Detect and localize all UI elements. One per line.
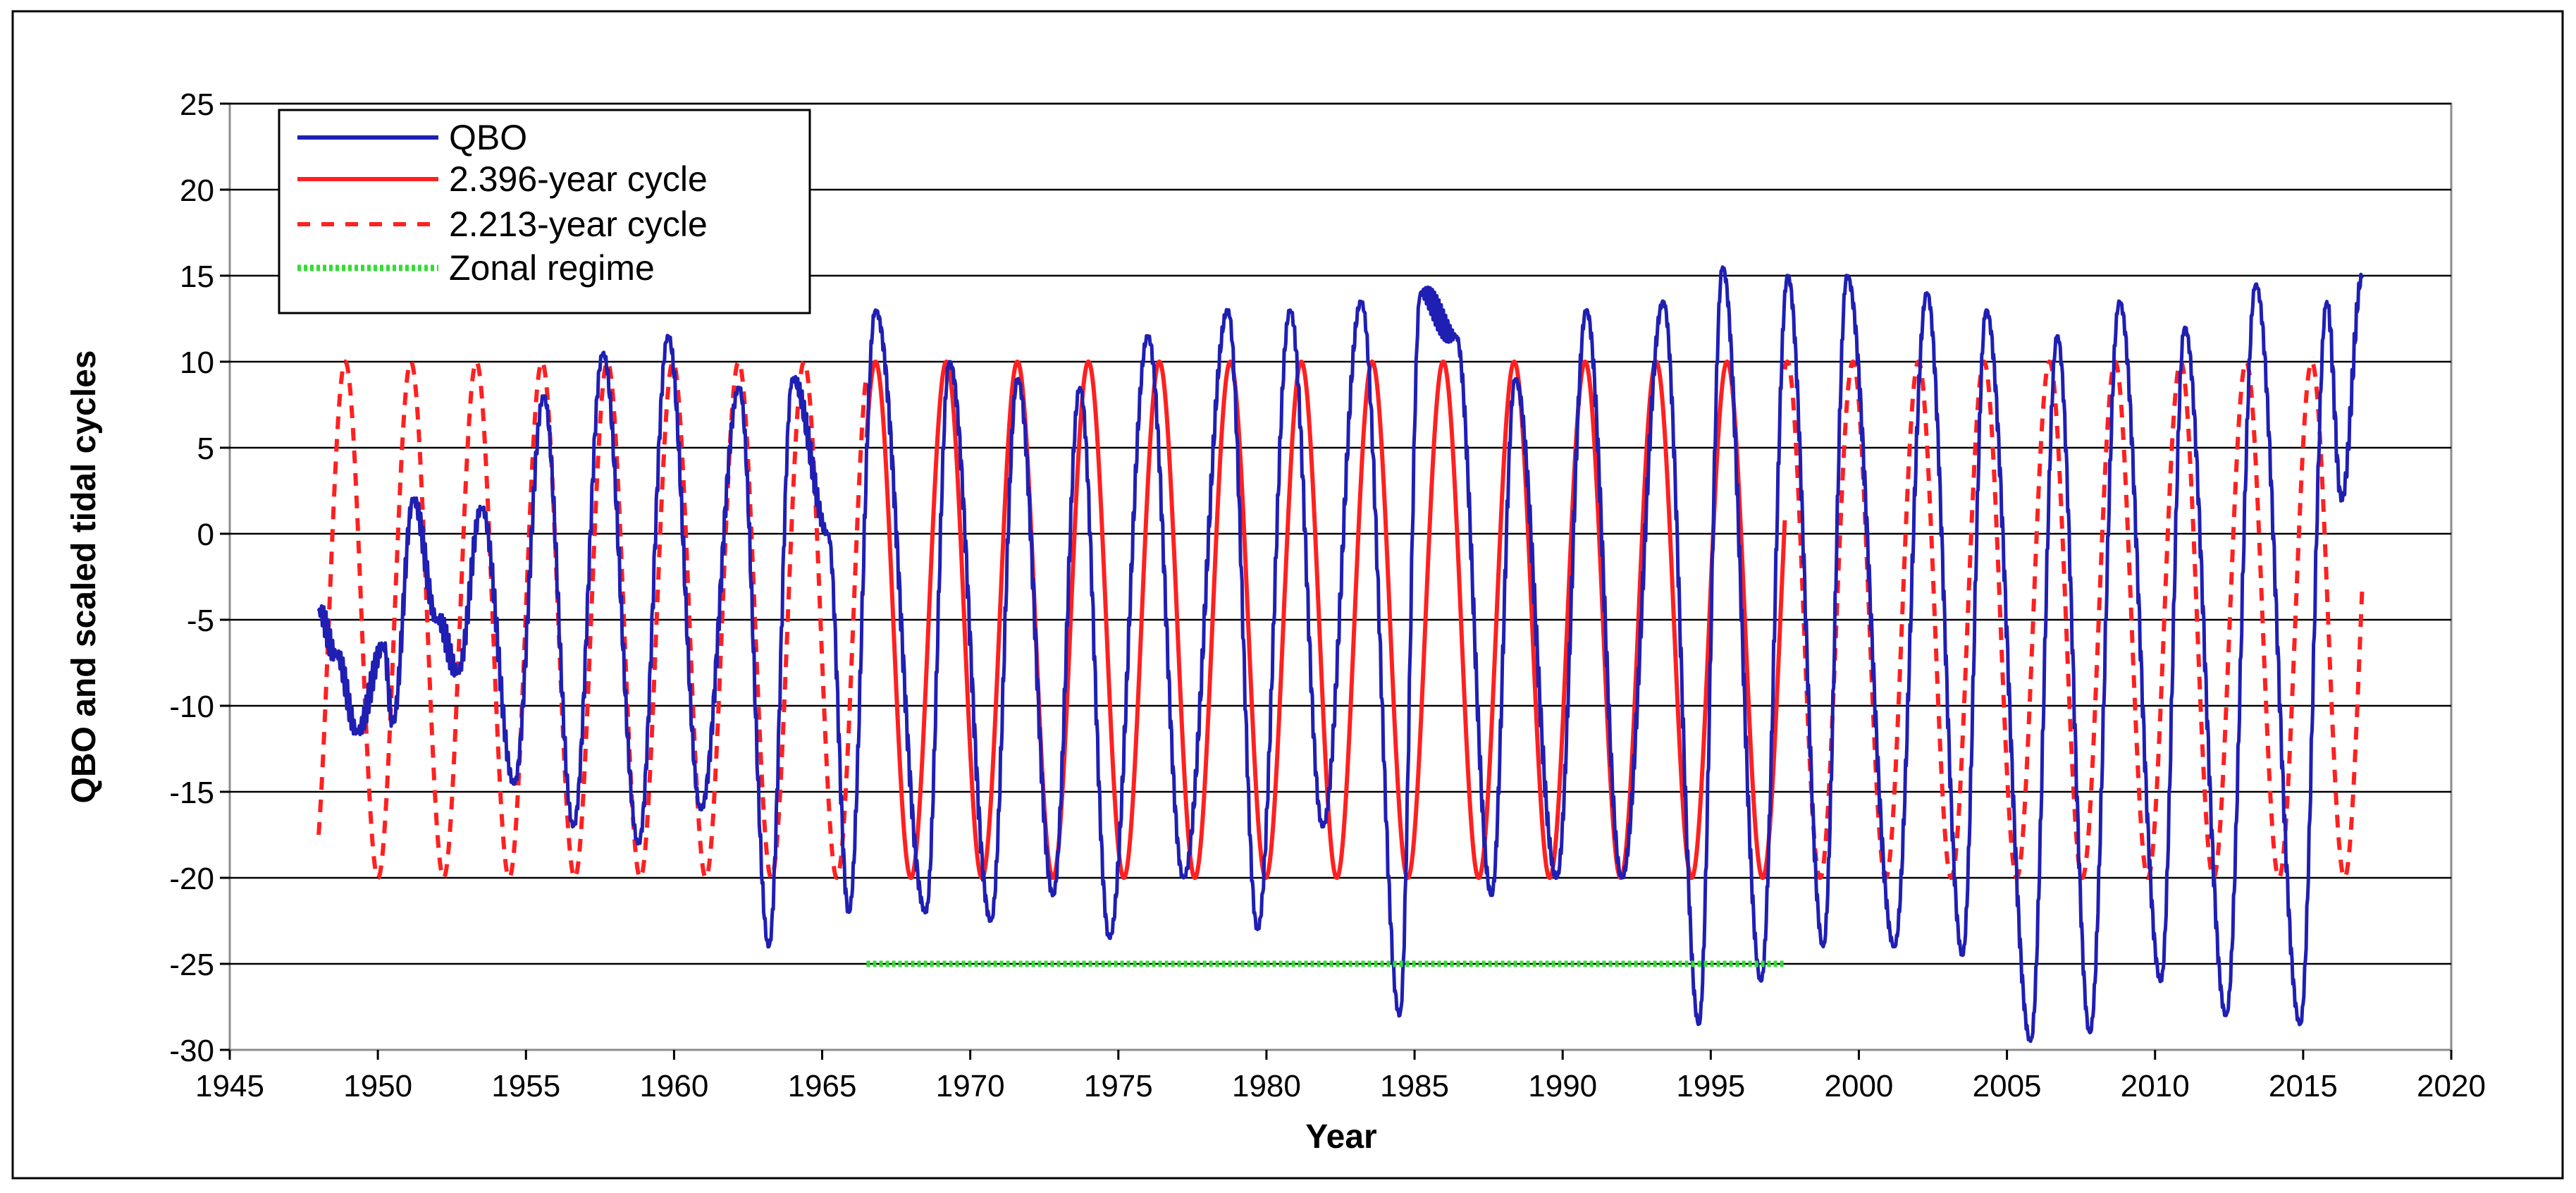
x-tick-label: 1985 xyxy=(1380,1069,1449,1103)
x-axis-ticks: 1945 1950 1955 1960 1965 1970 1975 1980 1985 1990… xyxy=(195,1050,2486,1103)
series-2396-year-cycle xyxy=(864,359,1787,881)
legend-label-zonal-regime: Zonal regime xyxy=(449,248,655,288)
x-tick-label: 1990 xyxy=(1528,1069,1597,1103)
y-tick-label: -5 xyxy=(187,604,214,638)
y-tick-label: 20 xyxy=(180,173,214,208)
x-tick-label: 1945 xyxy=(195,1069,264,1103)
legend: QBO 2.396-year cycle 2.213-year cycle Zo… xyxy=(278,109,811,314)
gridlines xyxy=(230,102,2451,965)
x-tick-label: 1975 xyxy=(1084,1069,1153,1103)
x-tick-label: 2020 xyxy=(2417,1069,2486,1103)
y-tick-label: -30 xyxy=(169,1034,214,1068)
y-tick-label: -10 xyxy=(169,690,214,724)
series-qbo xyxy=(316,265,2365,1044)
x-tick-label: 1995 xyxy=(1676,1069,1745,1103)
x-tick-label: 2010 xyxy=(2121,1069,2190,1103)
y-tick-label: -20 xyxy=(169,862,214,896)
x-tick-label: 1955 xyxy=(491,1069,560,1103)
x-axis-title: Year xyxy=(1305,1118,1376,1156)
y-tick-label: 25 xyxy=(180,87,214,122)
y-axis-ticks: 25 20 15 10 5 0 -5 -10 -15 -20 -25 -30 xyxy=(169,87,230,1068)
y-tick-label: 10 xyxy=(180,345,214,380)
y-tick-label: 5 xyxy=(197,432,214,466)
legend-box xyxy=(278,109,811,314)
series-layer xyxy=(316,265,2365,1044)
y-tick-label: -15 xyxy=(169,776,214,810)
y-tick-label: -25 xyxy=(169,948,214,982)
x-tick-label: 1960 xyxy=(639,1069,708,1103)
y-axis-title: QBO and scaled tidal cycles xyxy=(66,350,103,804)
x-tick-label: 1950 xyxy=(343,1069,412,1103)
x-tick-label: 2000 xyxy=(1825,1069,1894,1103)
x-tick-label: 2005 xyxy=(1973,1069,2042,1103)
x-tick-label: 2015 xyxy=(2269,1069,2338,1103)
y-tick-label: 15 xyxy=(180,259,214,294)
legend-label-2213-cycle: 2.213-year cycle xyxy=(449,204,708,244)
x-tick-label: 1965 xyxy=(788,1069,857,1103)
legend-label-2396-cycle: 2.396-year cycle xyxy=(449,159,708,199)
legend-label-qbo: QBO xyxy=(449,118,527,157)
x-tick-label: 1970 xyxy=(936,1069,1005,1103)
y-tick-label: 0 xyxy=(197,518,214,552)
x-tick-label: 1980 xyxy=(1232,1069,1301,1103)
series-2213-year-cycle xyxy=(1782,359,2365,881)
